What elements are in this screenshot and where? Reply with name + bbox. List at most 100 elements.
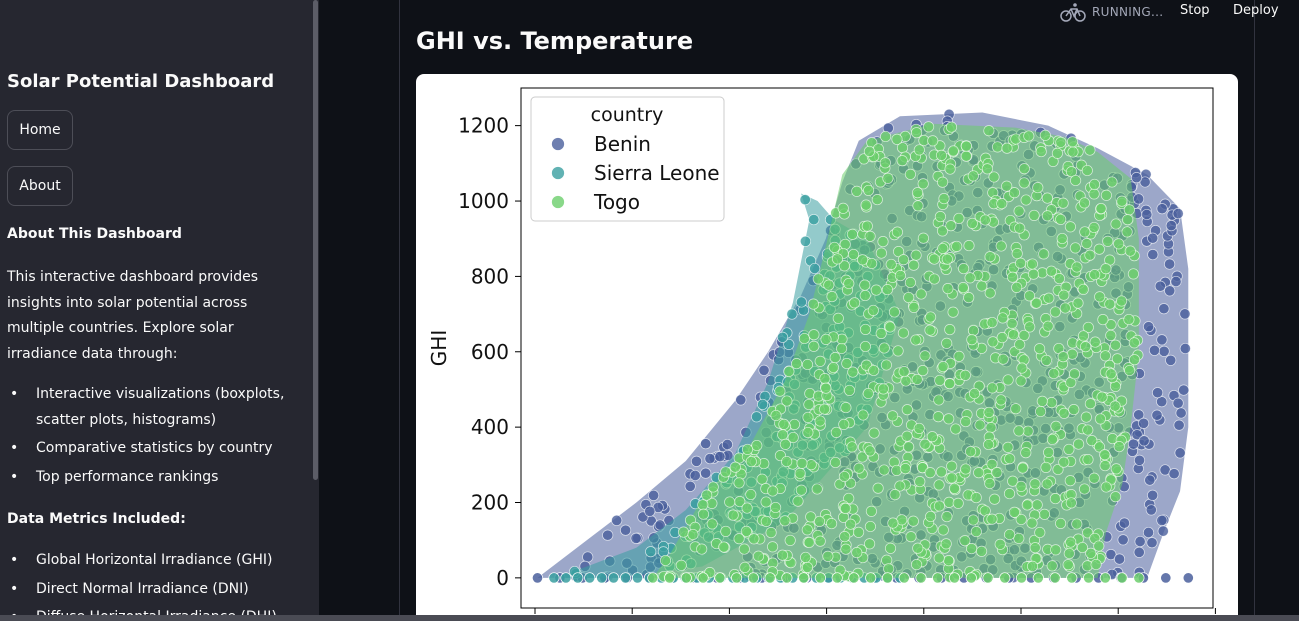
data-point <box>1157 525 1169 537</box>
data-point <box>983 125 995 137</box>
data-point <box>1113 553 1126 565</box>
sidebar-scrollbar[interactable] <box>313 0 318 480</box>
data-point <box>894 480 906 492</box>
data-point <box>611 514 623 526</box>
list-item: • Global Horizontal Irradiance (GHI) <box>10 552 273 568</box>
data-point <box>798 572 810 584</box>
data-point <box>970 526 982 538</box>
data-point <box>745 488 757 501</box>
data-point <box>1109 339 1122 351</box>
data-point <box>1007 271 1019 283</box>
data-point <box>995 240 1007 252</box>
data-point <box>827 361 839 374</box>
about-heading: About This Dashboard <box>7 226 182 242</box>
data-point <box>859 340 871 353</box>
data-point <box>985 422 997 434</box>
data-point <box>664 572 676 584</box>
data-point <box>995 394 1007 406</box>
horizontal-scrollbar[interactable] <box>0 615 1299 621</box>
data-point <box>811 483 823 495</box>
data-point <box>596 572 608 584</box>
data-point <box>1007 475 1019 487</box>
data-point <box>1015 513 1027 526</box>
data-point <box>647 572 659 584</box>
legend-title: country <box>591 104 664 126</box>
data-point <box>1088 188 1100 200</box>
data-point <box>1045 265 1057 277</box>
data-point <box>1065 536 1077 548</box>
data-point <box>731 572 743 584</box>
data-point <box>880 359 892 371</box>
data-point <box>840 502 852 514</box>
data-point <box>805 459 817 471</box>
running-status-text: RUNNING... <box>1092 5 1164 19</box>
data-point <box>1077 330 1090 342</box>
data-point <box>983 438 995 451</box>
data-point <box>991 141 1004 153</box>
data-point <box>933 500 945 512</box>
data-point <box>836 342 848 355</box>
data-point <box>582 551 594 563</box>
data-point <box>1156 203 1168 215</box>
data-point <box>1055 136 1067 148</box>
data-point <box>959 369 971 381</box>
data-point <box>1173 419 1185 431</box>
data-point <box>843 277 855 290</box>
data-point <box>1085 547 1097 559</box>
data-point <box>648 489 660 501</box>
data-point <box>1124 245 1136 257</box>
data-point <box>948 572 961 584</box>
data-point <box>729 461 741 473</box>
data-point <box>960 150 972 162</box>
sidebar: Solar Potential Dashboard Home About Abo… <box>0 0 319 621</box>
about-button[interactable]: About <box>7 166 73 206</box>
data-point <box>853 526 865 538</box>
data-point <box>1158 303 1170 315</box>
metrics-heading: Data Metrics Included: <box>7 511 186 527</box>
plot-frame <box>520 87 1214 609</box>
data-point <box>968 387 981 400</box>
data-point <box>912 542 924 554</box>
data-point <box>860 199 872 211</box>
data-point <box>933 479 945 491</box>
data-point <box>944 378 956 390</box>
stop-button[interactable]: Stop <box>1180 3 1210 18</box>
data-point <box>1072 297 1084 309</box>
data-point <box>966 334 978 346</box>
data-point <box>1040 461 1052 473</box>
data-point <box>677 526 690 538</box>
data-point <box>950 423 962 435</box>
home-button[interactable]: Home <box>7 110 73 150</box>
deploy-button[interactable]: Deploy <box>1233 3 1279 18</box>
data-point <box>1138 417 1150 429</box>
data-point <box>1100 481 1112 493</box>
data-point <box>1099 449 1111 461</box>
data-point <box>794 467 806 479</box>
data-point <box>880 130 892 143</box>
data-point <box>784 534 796 546</box>
data-point <box>808 214 820 226</box>
data-point <box>1028 209 1040 221</box>
data-point <box>1099 460 1111 472</box>
data-point <box>572 572 584 584</box>
data-point <box>1105 368 1117 380</box>
data-point <box>1038 508 1051 520</box>
legend: country Benin Sierra Leone Togo <box>530 96 725 222</box>
data-point <box>882 172 894 184</box>
data-point <box>865 505 877 517</box>
sidebar-title: Solar Potential Dashboard <box>7 71 275 92</box>
data-point <box>1131 429 1143 441</box>
data-point <box>933 552 945 564</box>
data-point <box>1128 337 1140 349</box>
data-point <box>1175 407 1187 419</box>
data-point <box>928 253 940 265</box>
data-point <box>687 528 699 541</box>
list-item: • Interactive visualizations (boxplots, s… <box>10 386 285 428</box>
data-point <box>951 240 963 252</box>
y-tick-label: 600 <box>471 340 509 364</box>
data-point <box>1014 222 1026 234</box>
data-point <box>1117 534 1129 546</box>
data-point <box>868 364 880 377</box>
data-point <box>1094 291 1106 303</box>
data-point <box>986 458 998 470</box>
